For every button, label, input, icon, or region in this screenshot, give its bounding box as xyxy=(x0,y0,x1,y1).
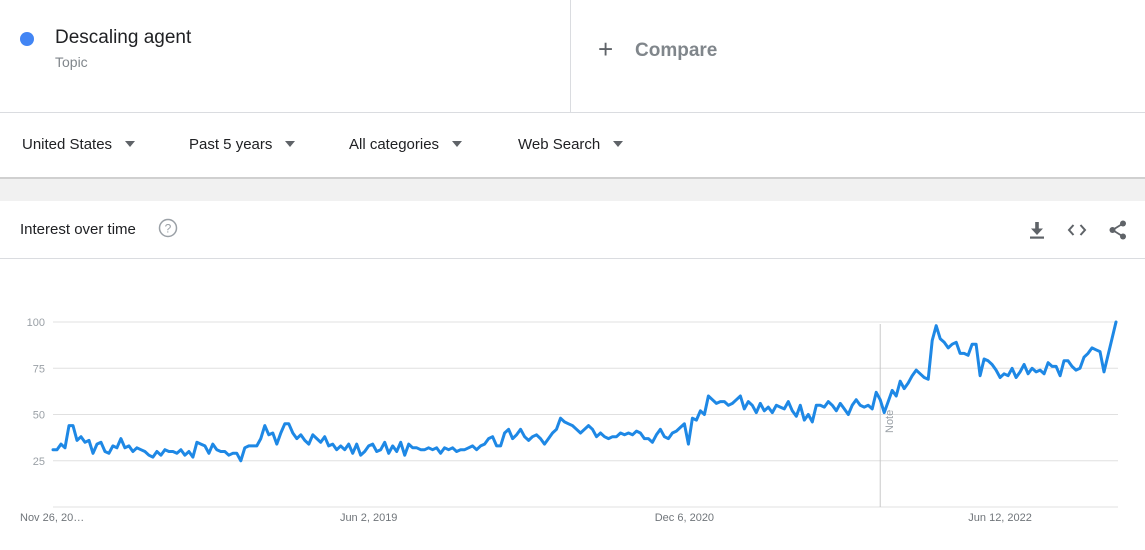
x-tick-label: Jun 12, 2022 xyxy=(968,512,1032,524)
filter-bar: United States Past 5 years All categorie… xyxy=(0,113,1145,179)
dropdown-arrow-icon xyxy=(125,141,136,148)
term-type: Topic xyxy=(55,54,88,70)
note-label: Note xyxy=(884,410,896,433)
search-terms-row: Descaling agent Topic + Compare xyxy=(0,0,1145,113)
plus-icon: + xyxy=(598,34,614,64)
share-icon[interactable] xyxy=(1107,219,1129,241)
time-range-select[interactable]: Past 5 years xyxy=(189,136,296,153)
panel-title: Interest over time xyxy=(20,221,136,238)
interest-over-time-header: Interest over time ? xyxy=(0,201,1145,259)
category-select[interactable]: All categories xyxy=(349,136,463,153)
dropdown-arrow-icon xyxy=(285,141,296,148)
help-icon[interactable]: ? xyxy=(158,218,178,238)
svg-text:?: ? xyxy=(165,222,172,236)
x-tick-label: Jun 2, 2019 xyxy=(340,512,398,524)
x-tick-label: Dec 6, 2020 xyxy=(655,512,714,524)
x-tick-label: Nov 26, 20… xyxy=(20,512,84,524)
term-color-dot xyxy=(20,32,34,46)
term-name: Descaling agent xyxy=(55,27,192,48)
region-select-label: United States xyxy=(22,136,113,153)
compare-button[interactable]: + Compare xyxy=(572,0,1145,112)
region-select[interactable]: United States xyxy=(22,136,136,153)
line-chart: 25 50 75 100 Nov 26, 20… Jun 2, 2019 Dec 6, 20… xyxy=(20,317,1118,524)
embed-code-icon[interactable] xyxy=(1066,219,1088,241)
search-type-select[interactable]: Web Search xyxy=(518,136,624,153)
search-term-card[interactable]: Descaling agent Topic xyxy=(0,0,571,112)
download-icon[interactable] xyxy=(1026,219,1048,241)
y-tick-label: 50 xyxy=(33,410,45,422)
y-tick-label: 75 xyxy=(33,363,45,375)
dropdown-arrow-icon xyxy=(452,141,463,148)
search-type-select-label: Web Search xyxy=(518,136,601,153)
y-tick-label: 25 xyxy=(33,456,45,468)
dropdown-arrow-icon xyxy=(613,141,624,148)
section-divider xyxy=(0,179,1145,201)
series-line xyxy=(51,320,1118,463)
y-tick-label: 100 xyxy=(27,317,45,329)
category-select-label: All categories xyxy=(349,136,440,153)
compare-label: Compare xyxy=(635,40,718,61)
time-range-select-label: Past 5 years xyxy=(189,136,273,153)
interest-over-time-chart: 25 50 75 100 Nov 26, 20… Jun 2, 2019 Dec 6, 20… xyxy=(0,259,1145,550)
